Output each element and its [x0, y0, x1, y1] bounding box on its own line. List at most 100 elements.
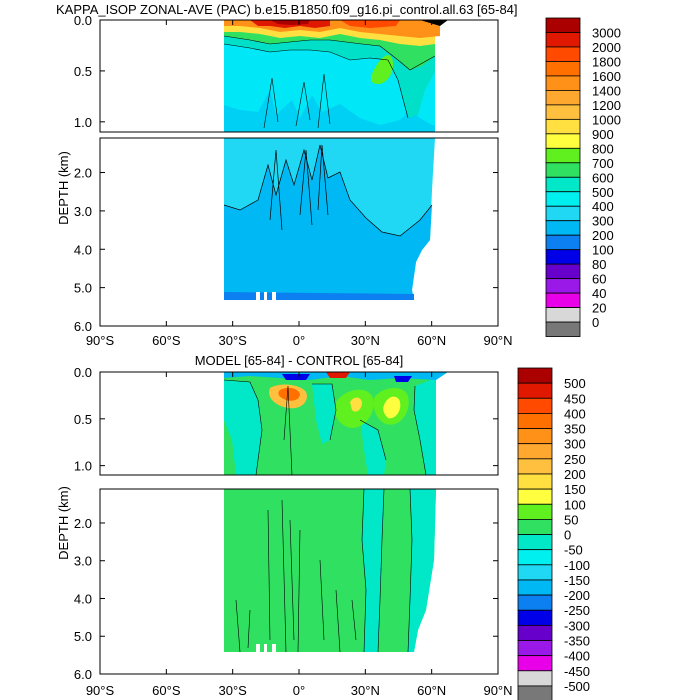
x-tick-label: 90°S: [86, 333, 115, 348]
p2u-cyan-tongue-1: [224, 380, 262, 475]
colorbar-label: 50: [564, 512, 578, 527]
colorbar-swatch: [545, 205, 581, 222]
x-tick-label: 60°N: [417, 333, 446, 348]
x-tick-label: 60°N: [417, 683, 446, 698]
colorbar-swatch: [517, 458, 553, 475]
y-tick-label: 0.5: [74, 64, 92, 79]
p1u-red-core-2: [340, 20, 400, 28]
colorbar-swatch: [545, 307, 581, 323]
colorbar-swatch: [517, 397, 553, 414]
x-tick-label: 30°S: [218, 333, 247, 348]
x-tick-label: 30°N: [351, 683, 380, 698]
colorbar-label: 100: [592, 243, 614, 258]
p1u-green-blob: [370, 55, 394, 84]
colorbar-swatch: [545, 75, 581, 91]
colorbar-swatch: [517, 519, 553, 535]
colorbar-swatch: [545, 220, 581, 236]
colorbar-label: 1800: [592, 54, 621, 69]
colorbar-label: 800: [592, 141, 614, 156]
colorbar-swatch: [517, 594, 553, 611]
colorbar-swatch: [545, 234, 581, 251]
panel-2-ticks: 90°S 60°S 30°S 0° 30°N 60°N 90°N 0.0 0.5 1.0 2.0 3.…: [74, 365, 513, 698]
y-tick-label: 0.5: [74, 412, 92, 427]
colorbar-label: 900: [592, 127, 614, 142]
panel-1-ticks: 90°S 60°S 30°S 0° 30°N 60°N 90°N 0.0 0.5 1.0 2.0 3.…: [74, 13, 513, 348]
y-tick-label: 5.0: [74, 629, 92, 644]
colorbar-label: 2000: [592, 40, 621, 55]
p1u-contour-lines: [223, 35, 436, 129]
colorbar-label: 1400: [592, 83, 621, 98]
colorbar-swatch: [517, 488, 553, 505]
y-tick-label: 1.0: [74, 459, 92, 474]
colorbar-swatch: [545, 162, 581, 178]
y-tick-label: 3.0: [74, 204, 92, 219]
colorbar-label: 450: [564, 391, 586, 406]
y-tick-label: 0.0: [74, 13, 92, 28]
colorbar-swatch: [517, 549, 553, 566]
colorbar-swatch: [517, 382, 553, 399]
colorbar-label: -300: [564, 618, 590, 633]
colorbar-label: 500: [592, 185, 614, 200]
panel-1-lower-contours: [223, 138, 435, 300]
y-tick-label: 1.0: [74, 115, 92, 130]
p2u-yellow-2: [350, 397, 362, 412]
x-tick-label: 90°S: [86, 683, 115, 698]
panel-2: MODEL [65-84] - CONTROL [65-84]: [56, 353, 590, 700]
colorbar-swatch: [517, 609, 553, 626]
colorbar-label: -100: [564, 558, 590, 573]
colorbar-label: -500: [564, 679, 590, 694]
colorbar-swatch: [517, 413, 553, 429]
colorbar-swatch: [545, 191, 581, 207]
colorbar-label: 400: [564, 406, 586, 421]
y-tick-label: 2.0: [74, 166, 92, 181]
x-tick-label: 0°: [293, 333, 305, 348]
p1u-surface-edge: [420, 20, 448, 26]
colorbar-swatch: [517, 534, 553, 551]
colorbar-label: 1600: [592, 69, 621, 84]
colorbar-swatch: [545, 118, 581, 135]
colorbar-swatch: [545, 133, 581, 149]
colorbar-swatch: [517, 670, 553, 687]
panel-2-upper-contours: [223, 372, 448, 475]
p2l-cyan-column: [362, 489, 384, 652]
colorbar-swatch: [545, 263, 581, 280]
p2u-contour-lines: [223, 379, 427, 475]
p2u-negative-core-2: [394, 376, 412, 382]
colorbar-label: 600: [592, 170, 614, 185]
p1l-deep-fill: [224, 145, 432, 300]
y-tick-label: 5.0: [74, 281, 92, 296]
colorbar-label: 40: [592, 286, 606, 301]
colorbar-label: 150: [564, 482, 586, 497]
colorbar-swatch: [517, 685, 553, 700]
colorbar-swatch: [517, 655, 553, 672]
colorbar-swatch: [517, 443, 553, 460]
p2l-contour-lines: [235, 489, 413, 653]
colorbar-label: 400: [592, 199, 614, 214]
colorbar-label: 0: [564, 528, 571, 543]
colorbar-label: -50: [564, 543, 583, 558]
colorbar-swatch: [545, 147, 581, 164]
panel-2-lower-contours: [224, 489, 436, 653]
p2l-gap-2: [264, 644, 267, 652]
colorbar-label: -400: [564, 649, 590, 664]
y-tick-label: 4.0: [74, 591, 92, 606]
colorbar-label: 700: [592, 156, 614, 171]
p1u-dark-core: [270, 20, 310, 25]
y-tick-label: 6.0: [74, 667, 92, 682]
colorbar-swatch: [545, 46, 581, 62]
colorbar-label: -200: [564, 588, 590, 603]
colorbar-label: 1000: [592, 112, 621, 127]
colorbar-swatch: [545, 32, 581, 48]
p1l-gap-1: [256, 292, 260, 300]
p2u-negative-core-1: [282, 374, 310, 380]
colorbar-swatch: [517, 564, 553, 581]
colorbar-label: 200: [592, 228, 614, 243]
panel-1-title: KAPPA_ISOP ZONAL-AVE (PAC) b.e15.B1850.f…: [56, 2, 518, 17]
p2l-gap-3: [272, 644, 276, 652]
colorbar-label: 100: [564, 497, 586, 512]
colorbar-swatch: [517, 579, 553, 596]
p1l-bottom-band: [224, 292, 414, 300]
colorbar-label: -150: [564, 573, 590, 588]
colorbar-label: 20: [592, 301, 606, 316]
colorbar-label: 60: [592, 272, 606, 287]
